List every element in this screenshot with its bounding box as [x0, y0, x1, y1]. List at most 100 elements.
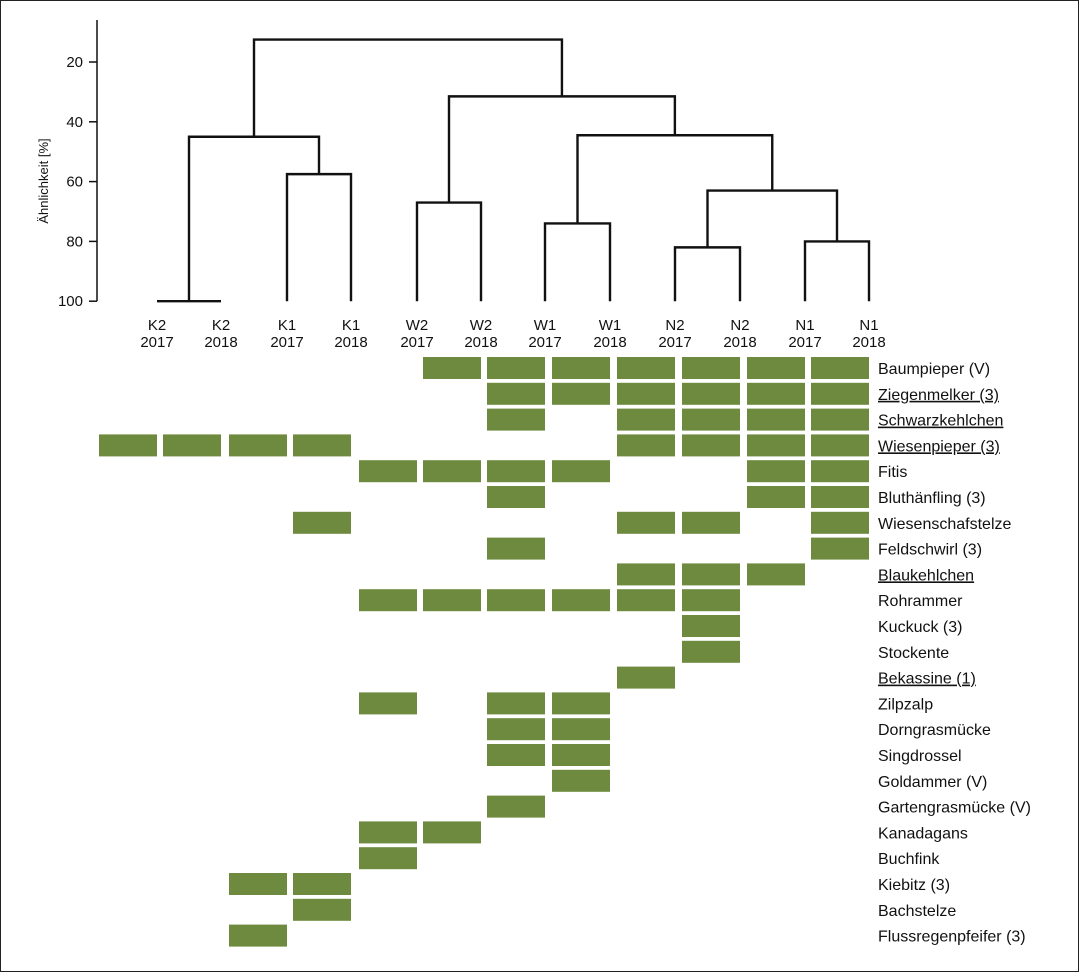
leaf-label-site: N1: [859, 317, 878, 334]
presence-cell: [811, 460, 869, 483]
presence-cell: [423, 460, 481, 483]
presence-cell: [423, 821, 481, 844]
species-label: Bluthänfling (3): [878, 490, 986, 507]
leaf-label-site: K2: [148, 317, 166, 334]
dendrogram-link: [252, 38, 564, 137]
presence-cell: [359, 589, 417, 612]
presence-cell: [682, 434, 740, 457]
presence-cell: [163, 434, 221, 457]
leaf-label-year: 2017: [788, 334, 821, 351]
presence-cell: [682, 615, 740, 637]
y-tick-label: 60: [66, 174, 83, 191]
leaf-label-site: N1: [795, 317, 814, 334]
leaf-label-site: W2: [470, 317, 493, 334]
presence-cell: [487, 692, 545, 715]
species-label: Baumpieper (V): [878, 361, 990, 378]
presence-cell: [293, 898, 351, 921]
dendrogram-link: [285, 172, 353, 302]
dendrogram-link: [415, 201, 483, 302]
leaf-label-site: K1: [342, 317, 360, 334]
leaf-label-site: K2: [212, 317, 230, 334]
dendrogram-link: [187, 135, 321, 302]
species-labels: Baumpieper (V) Ziegenmelker (3) Schwarzkeh…: [878, 361, 1031, 946]
leaf-label-site: W1: [534, 317, 557, 334]
leaf-label-year: 2017: [400, 334, 433, 351]
presence-cell: [487, 486, 545, 508]
leaf-label-site: N2: [730, 317, 749, 334]
presence-cell: [747, 460, 805, 483]
presence-cell: [359, 847, 417, 870]
leaf-label-site: K1: [278, 317, 296, 334]
species-label: Stockente: [878, 645, 949, 662]
presence-cell: [617, 408, 675, 431]
leaf-label-year: 2017: [270, 334, 303, 351]
presence-cell: [747, 486, 805, 508]
leaf-label-year: 2018: [723, 334, 756, 351]
species-label: Bachstelze: [878, 903, 956, 920]
leaf-label-year: 2018: [464, 334, 497, 351]
leaf-label-year: 2017: [140, 334, 173, 351]
species-label: Feldschwirl (3): [878, 542, 982, 559]
dendrogram-link: [543, 222, 612, 302]
presence-cell: [359, 821, 417, 844]
presence-cell: [552, 769, 610, 792]
presence-cell: [487, 460, 545, 483]
presence-cell: [811, 382, 869, 405]
dendrogram: [157, 38, 871, 303]
presence-cell: [487, 795, 545, 818]
dendrogram-link: [673, 246, 742, 302]
species-label: Kiebitz (3): [878, 877, 950, 894]
leaf-label-year: 2017: [658, 334, 691, 351]
presence-cell: [487, 589, 545, 612]
y-tick-label: 80: [66, 233, 83, 250]
presence-cell: [682, 589, 740, 612]
dendrogram-link: [803, 240, 871, 302]
presence-cell: [811, 434, 869, 457]
presence-cell: [487, 537, 545, 560]
presence-cell: [293, 434, 351, 457]
species-label: Singdrossel: [878, 748, 962, 765]
presence-cell: [359, 460, 417, 483]
presence-cell: [811, 486, 869, 508]
species-label: Zilpzalp: [878, 696, 933, 713]
presence-cell: [487, 718, 545, 741]
presence-cell: [682, 408, 740, 431]
presence-cell: [682, 563, 740, 586]
species-label: Schwarzkehlchen: [878, 413, 1003, 430]
presence-cell: [617, 589, 675, 612]
species-label: Wiesenpieper (3): [878, 438, 1000, 455]
presence-cell: [552, 460, 610, 483]
presence-cell: [617, 382, 675, 405]
leaf-label-year: 2018: [204, 334, 237, 351]
presence-cell: [99, 434, 157, 457]
presence-cell: [229, 873, 287, 895]
presence-cell: [229, 434, 287, 457]
species-label: Goldammer (V): [878, 774, 987, 791]
presence-cell: [617, 666, 675, 689]
y-tick-label: 20: [66, 54, 83, 71]
presence-cell: [423, 357, 481, 379]
species-label: Wiesenschafstelze: [878, 516, 1011, 533]
presence-cell: [811, 357, 869, 379]
presence-cell: [487, 357, 545, 379]
dendrogram-link: [576, 134, 774, 224]
presence-matrix: [99, 357, 869, 947]
presence-cell: [487, 744, 545, 766]
species-label: Buchfink: [878, 851, 940, 868]
presence-cell: [617, 357, 675, 379]
presence-cell: [552, 357, 610, 379]
leaf-label-year: 2018: [593, 334, 626, 351]
presence-cell: [682, 640, 740, 663]
y-axis: 20 40 60 80 100 Ähnlichkeit [%]: [36, 20, 98, 310]
presence-cell: [293, 873, 351, 895]
presence-cell: [811, 408, 869, 431]
leaf-label-year: 2018: [852, 334, 885, 351]
presence-cell: [229, 924, 287, 947]
leaf-labels: K22017K22018K12017K12018W22017W22018W120…: [140, 317, 885, 351]
presence-cell: [747, 408, 805, 431]
y-axis-title: Ähnlichkeit [%]: [36, 138, 51, 223]
presence-cell: [747, 434, 805, 457]
presence-cell: [747, 382, 805, 405]
presence-cell: [617, 563, 675, 586]
